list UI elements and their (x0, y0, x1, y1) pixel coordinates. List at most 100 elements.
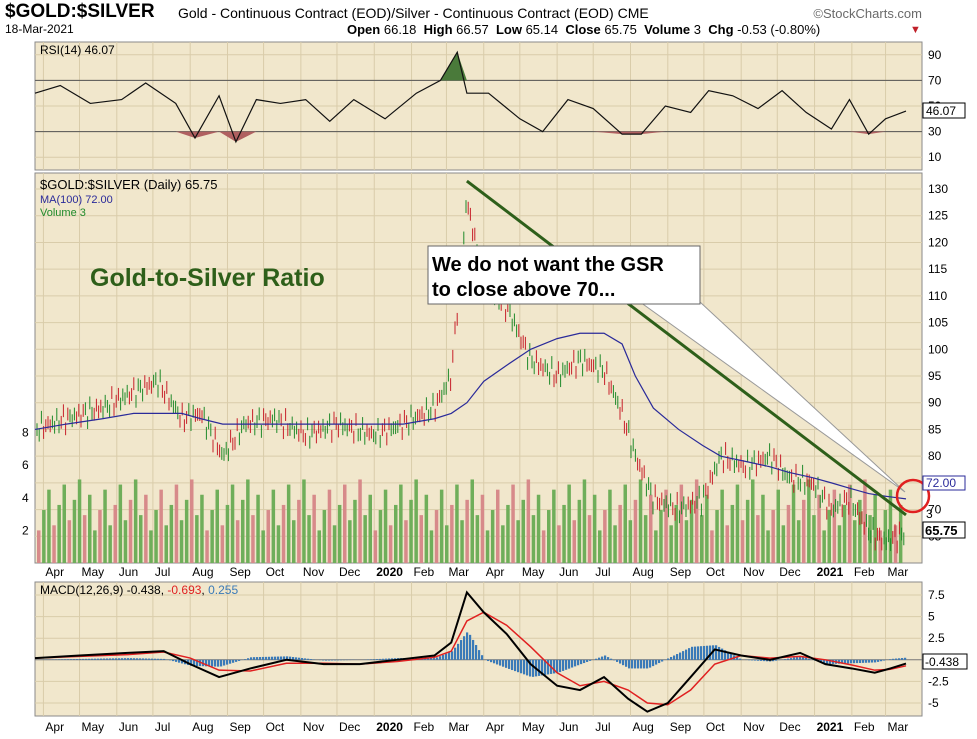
volume-bar (72, 499, 77, 563)
volume-bar (557, 525, 561, 563)
x-tick-label: Mar (888, 565, 909, 579)
macd-hist-bar (61, 659, 64, 660)
macd-hist-bar (598, 657, 601, 660)
volume-bar (664, 489, 668, 563)
macd-hist-bar (157, 658, 160, 660)
macd-hist-bar (796, 657, 799, 660)
x-tick-label: Jun (559, 720, 578, 734)
volume-bar (705, 494, 709, 563)
volume-bar (613, 525, 617, 563)
macd-hist-bar (586, 659, 589, 662)
macd-hist-bar (634, 659, 637, 669)
macd-hist-bar (655, 659, 658, 665)
macd-hist-bar (376, 659, 379, 660)
macd-hist-bar (439, 656, 442, 660)
volume-bar (827, 510, 831, 563)
macd-hist-bar (547, 659, 550, 675)
macd-hist-bar (445, 653, 448, 660)
volume-bar (592, 494, 597, 563)
price-y-tick-label: 100 (928, 342, 948, 356)
symbol-title: $GOLD:$SILVER (5, 1, 155, 22)
macd-hist-bar (898, 658, 901, 660)
x-tick-label: 2020 (376, 720, 403, 734)
price-y-tick-label: 80 (928, 449, 942, 463)
open-label: Open (347, 22, 381, 37)
macd-hist-bar (772, 659, 775, 662)
macd-hist-bar (571, 659, 574, 668)
volume-bar (608, 489, 612, 563)
price-panel-bg (34, 172, 923, 564)
volume-bar (159, 489, 163, 563)
macd-hist-bar (85, 658, 88, 660)
macd-hist-bar (136, 658, 139, 660)
volume-bar (465, 499, 469, 563)
low-label: Low (495, 22, 522, 37)
macd-hist-bar (637, 659, 640, 669)
macd-hist-bar (574, 659, 577, 667)
chg-value: -0.53 (-0.80%) (737, 22, 821, 37)
macd-hist-bar (508, 659, 511, 669)
macd-hist-bar (475, 645, 478, 660)
volume-bar (643, 515, 648, 563)
macd-hist-bar (283, 656, 286, 660)
macd-hist-bar (754, 659, 757, 661)
volume-bar (684, 520, 689, 563)
macd-hist-bar (103, 658, 106, 660)
stockcharts-watermark[interactable]: ©StockCharts.com (813, 6, 922, 21)
watermark-text: StockCharts.com (823, 6, 922, 21)
macd-hist-bar (511, 659, 514, 671)
macd-hist-bar (610, 658, 613, 660)
volume-bar (174, 484, 179, 563)
macd-hist-bar (154, 658, 157, 660)
rsi-oversold-fill (175, 131, 886, 142)
macd-hist-bar (175, 659, 178, 662)
open-value: 66.18 (383, 22, 417, 37)
macd-legend-signal: -0.693 (167, 583, 201, 597)
macd-hist-bar (580, 659, 583, 665)
macd-hist-bar (868, 659, 871, 663)
volume-bar (139, 515, 143, 563)
macd-y-tick-label: -5 (928, 696, 939, 710)
volume-bar (455, 484, 459, 563)
macd-legend-sep: , (201, 583, 208, 597)
volume-bar (261, 530, 265, 563)
macd-hist-bar (325, 659, 328, 661)
x-tick-label: Mar (888, 720, 909, 734)
volume-bar (450, 504, 454, 563)
macd-hist-bar (529, 659, 532, 677)
macd-hist-bar (304, 658, 307, 660)
macd-hist-bar (901, 658, 904, 660)
macd-hist-bar (649, 659, 652, 668)
volume-bar (251, 515, 255, 563)
volume-bar (445, 525, 449, 563)
volume-bar (541, 530, 546, 563)
x-tick-label: Sep (229, 720, 251, 734)
description-text: Gold - Continuous Contract (EOD)/Silver … (178, 5, 614, 21)
x-tick-label: Oct (266, 565, 285, 579)
volume-bar (480, 494, 485, 563)
macd-hist-bar (700, 646, 703, 660)
macd-hist-bar (670, 656, 673, 660)
volume-bar (205, 530, 209, 563)
macd-hist-bar (658, 659, 661, 664)
x-tick-label: Feb (414, 720, 435, 734)
macd-hist-bar (595, 658, 598, 660)
volume-bar (62, 484, 66, 563)
x-tick-label: Jun (119, 565, 138, 579)
macd-hist-bar (73, 659, 76, 660)
x-tick-label: Nov (743, 565, 764, 579)
highlight-circle (895, 478, 931, 514)
macd-hist-bar (679, 652, 682, 660)
x-tick-label: Aug (633, 565, 654, 579)
volume-bar (603, 510, 607, 563)
volume-bar (791, 484, 796, 563)
high-value: 66.57 (456, 22, 489, 37)
volume-bar (812, 515, 816, 563)
macd-hist-bar (541, 659, 544, 676)
volume-bar (184, 499, 189, 563)
x-tick-label: Apr (486, 720, 505, 734)
volume-tick-label: 8 (22, 426, 29, 440)
macd-hist-bar (298, 657, 301, 660)
volume-bar (179, 520, 184, 563)
macd-hist-bar (802, 656, 805, 660)
